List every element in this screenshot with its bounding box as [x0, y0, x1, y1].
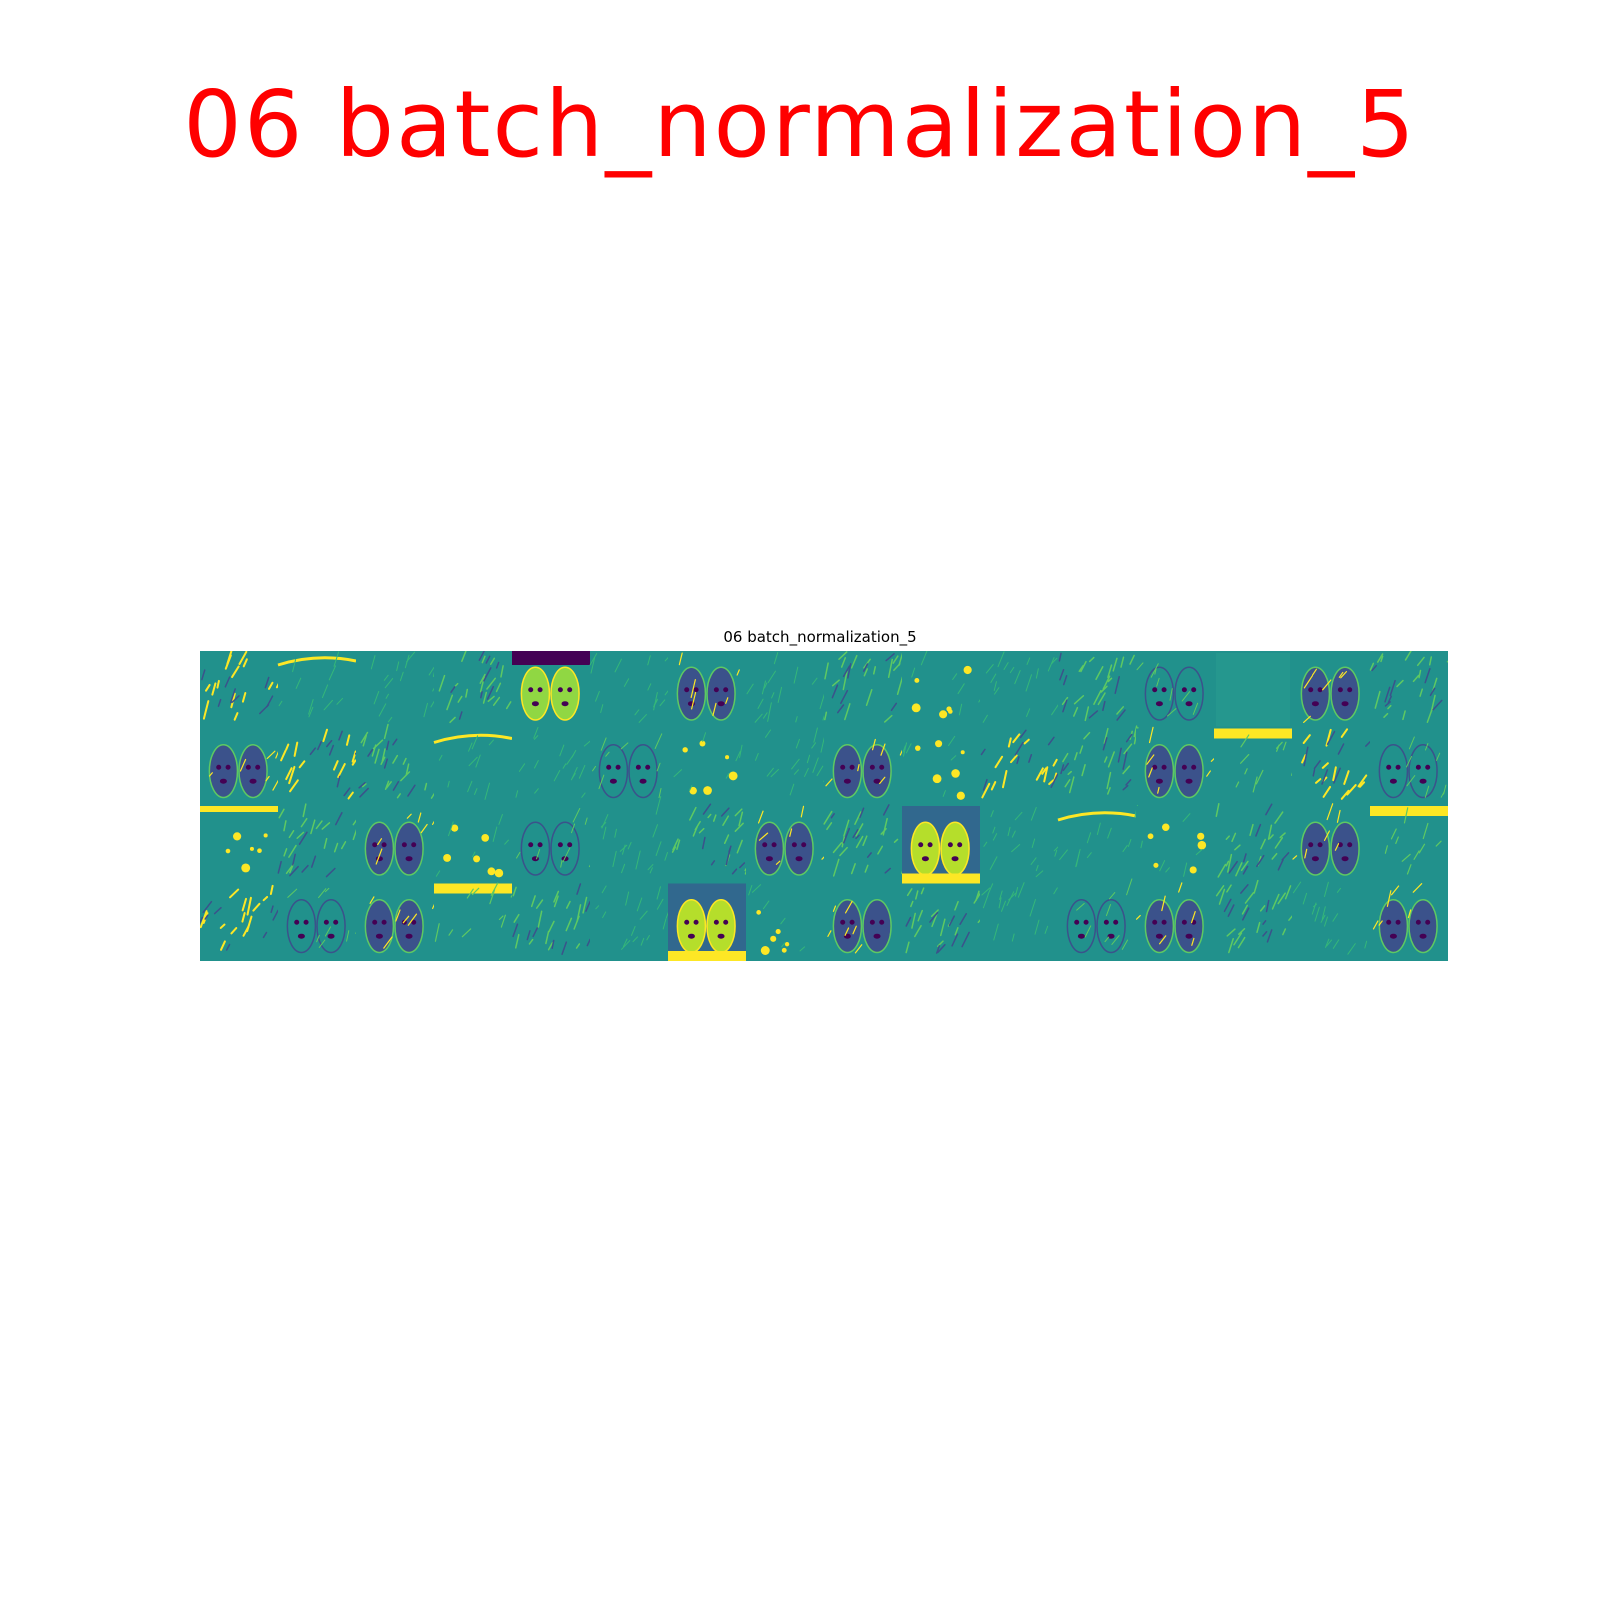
feature-map-tile — [1214, 728, 1296, 807]
feature-map-tile — [356, 806, 439, 884]
feature-map-tile — [590, 728, 669, 807]
feature-map-tile — [512, 806, 595, 884]
feature-map-tile — [824, 651, 904, 729]
feature-map-tile — [1136, 651, 1215, 729]
feature-map-tile — [590, 796, 669, 884]
feature-map-tile — [1370, 883, 1448, 961]
feature-map-tile — [980, 728, 1059, 807]
feature-map-tile — [200, 806, 279, 884]
feature-map-tile — [589, 651, 674, 729]
feature-map-tile — [668, 803, 750, 884]
feature-map-tile — [980, 651, 1060, 729]
feature-map-tile — [902, 806, 981, 884]
feature-map-tile — [278, 883, 361, 961]
feature-map-tile — [1214, 879, 1296, 961]
feature-map-tile — [980, 806, 1063, 884]
feature-map-tile — [1292, 881, 1371, 961]
figure-title: 06 batch_normalization_5 — [723, 628, 917, 646]
feature-map-tile — [824, 728, 904, 807]
feature-map-tile — [433, 728, 513, 807]
feature-map-tile — [902, 728, 981, 807]
feature-map-tile — [1292, 728, 1374, 807]
feature-map-tile — [902, 651, 984, 729]
feature-map-tile — [980, 882, 1059, 961]
feature-map-tile — [1136, 726, 1217, 807]
feature-map-tile — [668, 728, 747, 807]
feature-map-tile — [356, 651, 438, 729]
feature-map-tile — [434, 882, 517, 961]
feature-map-grid-svg — [200, 651, 1448, 961]
feature-map-tile — [1058, 651, 1137, 729]
feature-map-tile — [1058, 878, 1137, 961]
feature-map-tile — [746, 805, 829, 884]
feature-map-tile — [668, 883, 747, 961]
feature-map-tile — [356, 723, 439, 807]
feature-map-tile — [824, 883, 903, 961]
feature-map-tile — [1369, 651, 1448, 729]
feature-map-tile — [200, 728, 280, 807]
feature-map-tile — [668, 651, 747, 729]
feature-map-tile — [356, 883, 438, 961]
feature-map-tile — [1370, 728, 1448, 807]
feature-map-tile — [1292, 651, 1371, 729]
feature-map-tile — [1135, 882, 1215, 961]
feature-map-tile — [278, 728, 363, 807]
feature-map-tile — [200, 651, 282, 729]
feature-map-tile — [823, 804, 908, 884]
image-title: 06 batch_normalization_5 — [183, 71, 1417, 178]
feature-map-tile — [746, 883, 825, 961]
feature-map-tile — [746, 651, 828, 729]
feature-map-tile — [277, 803, 361, 884]
feature-map-tile — [434, 651, 513, 729]
feature-map-tile — [1370, 806, 1448, 884]
feature-map-tile — [512, 726, 591, 807]
feature-map-tile — [1057, 804, 1139, 884]
feature-map-tile — [1214, 651, 1293, 729]
feature-map-tile — [746, 727, 828, 807]
feature-map-tile — [1136, 806, 1215, 884]
feature-map-tile — [590, 883, 673, 961]
feature-map-tile — [200, 883, 279, 961]
feature-map-tile — [1214, 803, 1293, 884]
feature-map-grid — [200, 651, 1448, 961]
feature-map-tile — [1292, 803, 1371, 884]
feature-map-tile — [512, 883, 591, 961]
feature-map-tile — [902, 883, 986, 961]
feature-map-tile — [277, 651, 357, 729]
feature-map-tile — [1058, 725, 1139, 807]
feature-map-tile — [512, 651, 591, 729]
feature-map-tile — [434, 806, 513, 884]
